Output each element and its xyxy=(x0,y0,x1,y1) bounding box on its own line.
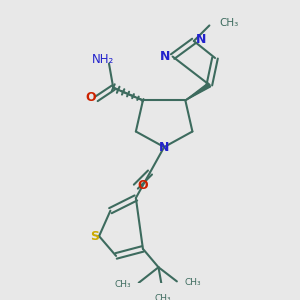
Text: NH₂: NH₂ xyxy=(92,53,115,66)
Text: N: N xyxy=(159,141,169,154)
Text: CH₃: CH₃ xyxy=(185,278,201,287)
Text: N: N xyxy=(196,33,206,46)
Text: CH₃: CH₃ xyxy=(154,294,171,300)
Text: O: O xyxy=(86,91,97,104)
Text: CH₃: CH₃ xyxy=(114,280,131,289)
Text: CH₃: CH₃ xyxy=(219,18,238,28)
Text: S: S xyxy=(90,230,99,243)
Text: O: O xyxy=(138,179,148,192)
Text: N: N xyxy=(160,50,171,63)
Polygon shape xyxy=(185,83,211,101)
